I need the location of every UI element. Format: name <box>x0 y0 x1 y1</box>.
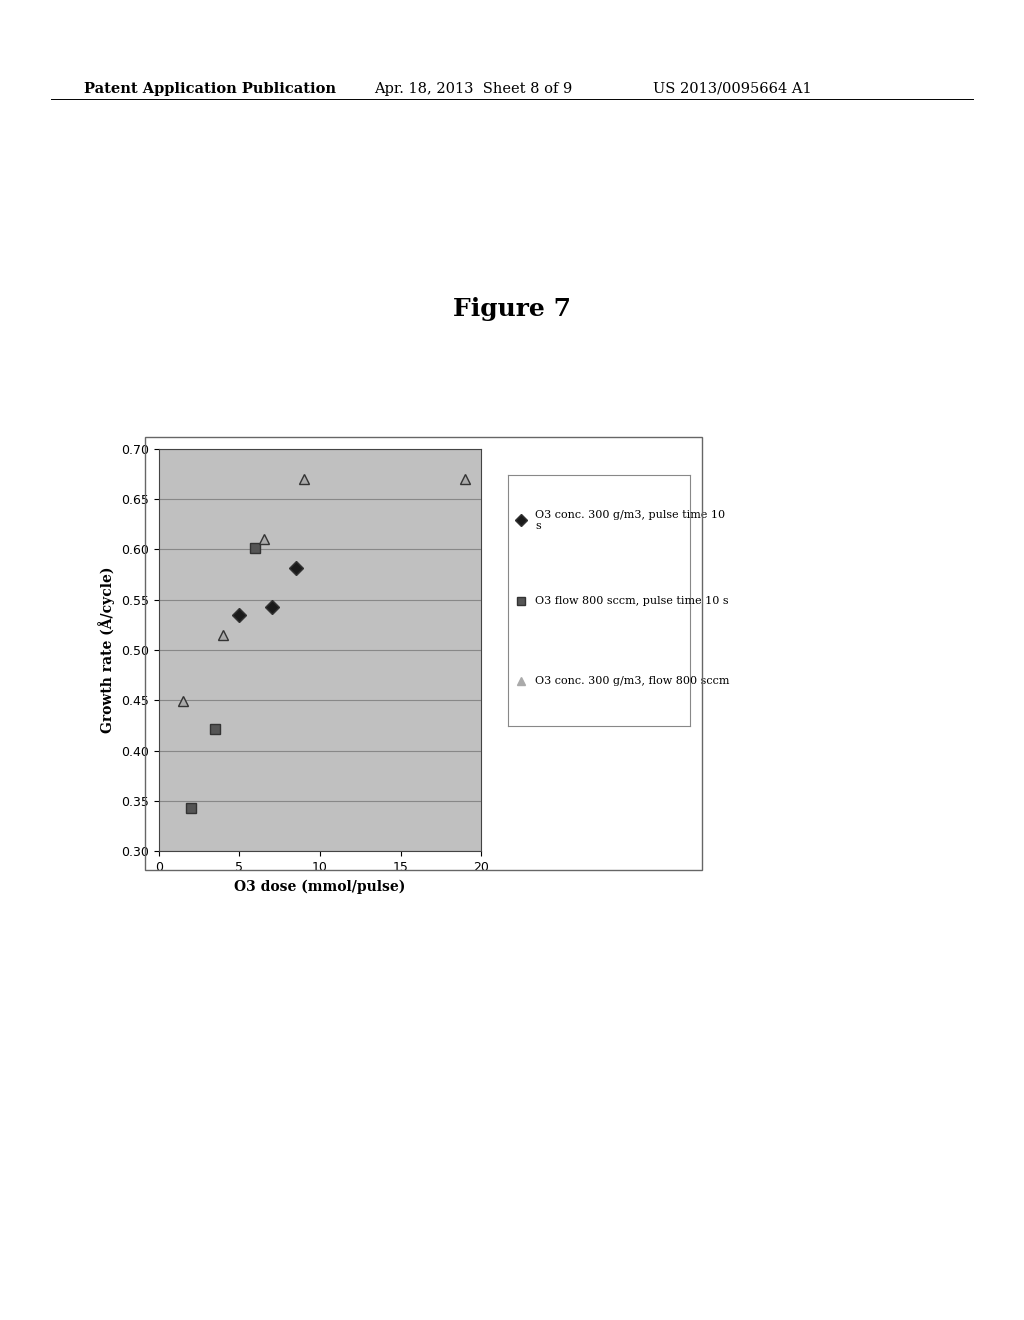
Text: Apr. 18, 2013  Sheet 8 of 9: Apr. 18, 2013 Sheet 8 of 9 <box>374 82 572 96</box>
Text: Patent Application Publication: Patent Application Publication <box>84 82 336 96</box>
Text: O3 conc. 300 g/m3, flow 800 sccm: O3 conc. 300 g/m3, flow 800 sccm <box>536 676 730 686</box>
Text: O3 flow 800 sccm, pulse time 10 s: O3 flow 800 sccm, pulse time 10 s <box>536 595 729 606</box>
Y-axis label: Growth rate (Å/cycle): Growth rate (Å/cycle) <box>98 566 116 734</box>
Text: US 2013/0095664 A1: US 2013/0095664 A1 <box>653 82 812 96</box>
Text: O3 conc. 300 g/m3, pulse time 10
s: O3 conc. 300 g/m3, pulse time 10 s <box>536 510 725 531</box>
X-axis label: O3 dose (mmol/pulse): O3 dose (mmol/pulse) <box>234 879 406 894</box>
Text: Figure 7: Figure 7 <box>453 297 571 321</box>
